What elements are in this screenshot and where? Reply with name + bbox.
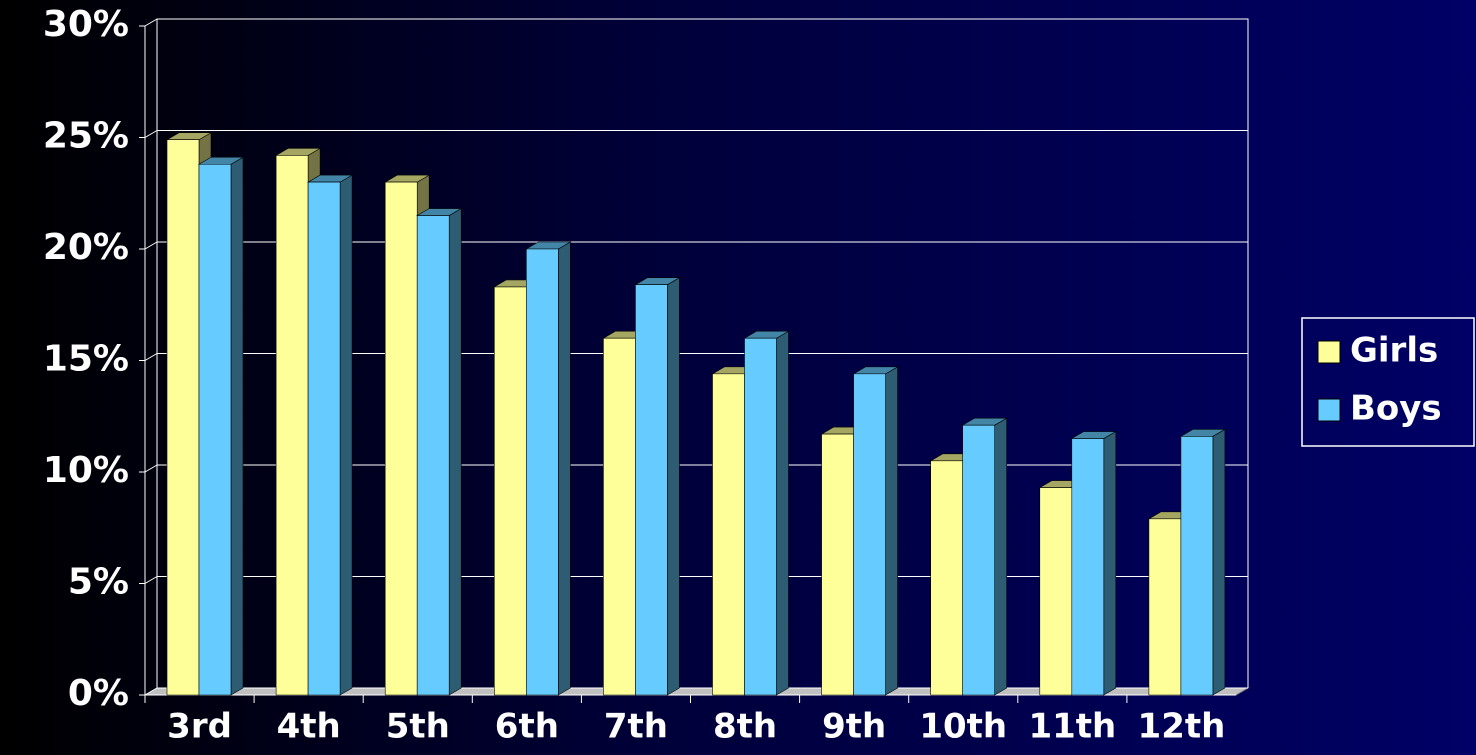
y-tick-label: 25%: [43, 116, 129, 157]
bar-side: [230, 156, 244, 696]
bar-front: [493, 286, 527, 696]
y-tick-label: 30%: [43, 4, 129, 45]
legend-label: Girls: [1350, 331, 1438, 371]
bar-front: [525, 248, 559, 696]
grid-line: [144, 464, 158, 473]
bar: [197, 156, 245, 696]
x-tick-label: 8th: [713, 707, 777, 747]
bar-front: [603, 337, 636, 696]
legend-swatch: [1317, 398, 1341, 422]
legend-label: Boys: [1350, 389, 1442, 429]
bar-side: [557, 241, 571, 696]
bar-front: [307, 181, 341, 696]
bar: [416, 208, 463, 696]
bar-front: [930, 460, 964, 696]
bar-side: [994, 417, 1008, 696]
legend-swatch: [1317, 340, 1341, 364]
bar: [743, 330, 790, 696]
bar: [1070, 431, 1117, 696]
grid-line: [144, 353, 158, 361]
x-tick-label: 5th: [386, 707, 450, 747]
bar-front: [416, 215, 450, 696]
bar-front: [1071, 438, 1105, 696]
bar-front: [712, 373, 745, 696]
x-tick-label: 7th: [604, 707, 668, 747]
grid-line: [144, 576, 158, 584]
bar-front: [275, 155, 309, 696]
legend-box: [1301, 317, 1475, 447]
x-tick-label: 9th: [822, 707, 886, 747]
y-tick-label: 20%: [43, 227, 129, 268]
grid-line: [144, 130, 158, 138]
bar: [1179, 428, 1227, 696]
bar-front: [1148, 518, 1182, 696]
bar-front: [821, 433, 854, 696]
grid-line: [144, 241, 158, 250]
bar-side: [885, 366, 898, 696]
x-tick-label: 6th: [495, 707, 559, 747]
x-tick-label: 10th: [919, 707, 1007, 747]
bar-front: [962, 424, 996, 696]
bar-side: [448, 208, 462, 696]
bar-front: [198, 163, 232, 696]
x-tick-label: 3rd: [167, 707, 232, 747]
y-tick-label: 15%: [43, 339, 129, 380]
bar: [306, 174, 354, 696]
bar-front: [635, 284, 668, 696]
bar: [852, 366, 899, 696]
x-tick-label: 12th: [1138, 707, 1226, 747]
bar: [634, 277, 681, 696]
bar-side: [667, 277, 680, 696]
x-tick-label: 11th: [1028, 707, 1116, 747]
bar-front: [384, 181, 418, 696]
grid-line: [144, 687, 158, 696]
y-tick-label: 5%: [68, 562, 129, 603]
bar-front: [1180, 436, 1214, 696]
y-tick-label: 0%: [68, 673, 129, 714]
x-tick-label: 4th: [277, 707, 341, 747]
bar-side: [339, 174, 353, 696]
bar-front: [744, 337, 777, 696]
grid-line: [144, 18, 158, 27]
bar-front: [853, 373, 886, 696]
bar-side: [1212, 428, 1226, 696]
bar: [961, 417, 1008, 696]
bar-side: [776, 330, 789, 696]
y-tick-label: 10%: [43, 450, 129, 491]
bar-front: [1039, 487, 1073, 696]
bar-side: [1103, 431, 1117, 696]
bar-front: [166, 139, 200, 696]
bar: [525, 241, 572, 696]
